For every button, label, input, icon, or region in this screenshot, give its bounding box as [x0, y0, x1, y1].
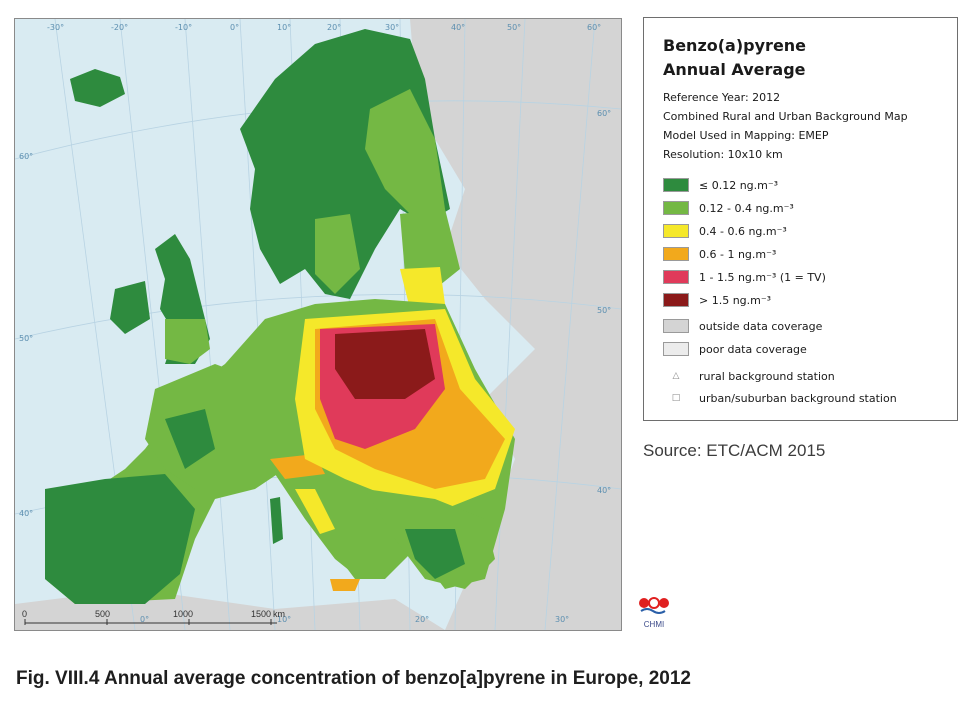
legend-class-label: 0.6 - 1 ng.m⁻³ [699, 247, 777, 261]
legend-swatch [663, 270, 689, 284]
legend-class-label: 0.4 - 0.6 ng.m⁻³ [699, 224, 787, 238]
lon-label: 20° [327, 23, 342, 32]
poland-darkred [335, 329, 435, 399]
legend-class-label: 1 - 1.5 ng.m⁻³ (1 = TV) [699, 270, 826, 284]
lon-label: 60° [587, 23, 602, 32]
legend-swatch [663, 293, 689, 307]
legend-swatch [663, 342, 689, 356]
lat-label: 50° [19, 334, 34, 343]
legend-subtitle: Annual Average [663, 60, 806, 79]
lat-label: 40° [597, 486, 612, 495]
scale-tick-label: 500 [95, 609, 111, 619]
legend-station-row: □ urban/suburban background station [663, 390, 897, 406]
legend-swatch [663, 247, 689, 261]
legend-class-row: ≤ 0.12 ng.m⁻³ [663, 177, 778, 193]
italy-yellow [295, 489, 335, 534]
scale-tick-label: 1500 [251, 609, 272, 619]
europe-map: -30° -20° -10° 0° 10° 20° 30° 40° 50° 60… [14, 18, 622, 631]
lon-label: 0° [230, 23, 240, 32]
legend-swatch [663, 319, 689, 333]
ireland-land [110, 281, 150, 334]
sicily [330, 579, 360, 591]
legend-panel: Benzo(a)pyrene Annual Average Reference … [643, 17, 958, 421]
chmi-logo-text: CHMI [643, 620, 665, 629]
balkans-dark [405, 529, 465, 579]
legend-class-row: 0.4 - 0.6 ng.m⁻³ [663, 223, 787, 239]
lon-label: 0° [140, 615, 150, 624]
corsica-sardinia [270, 497, 283, 544]
france-dark-patch [165, 409, 215, 469]
finland-sweden-light [365, 89, 445, 219]
legend-swatch [663, 178, 689, 192]
legend-meta-reference-year: Reference Year: 2012 [663, 91, 781, 104]
legend-title: Benzo(a)pyrene [663, 36, 807, 55]
triangle-icon: △ [672, 371, 680, 381]
lon-label: 20° [415, 615, 430, 624]
lon-label: 10° [277, 23, 292, 32]
legend-coverage-row: outside data coverage [663, 318, 822, 334]
chmi-logo-mark [639, 597, 669, 614]
legend-class-label: ≤ 0.12 ng.m⁻³ [699, 178, 779, 192]
iberia-land [45, 474, 195, 604]
legend-class-row: 1 - 1.5 ng.m⁻³ (1 = TV) [663, 269, 826, 285]
figure-caption: Fig. VIII.4 Annual average concentration… [16, 668, 692, 689]
scale-bar [24, 619, 277, 625]
map-canvas [15, 19, 621, 630]
legend-class-row: > 1.5 ng.m⁻³ [663, 292, 771, 308]
lon-label: -30° [47, 23, 65, 32]
legend-swatch [663, 224, 689, 238]
great-britain-south-light [165, 319, 210, 364]
legend-station-row: △ rural background station [663, 368, 835, 384]
lon-label: 50° [507, 23, 522, 32]
lon-label: -20° [111, 23, 129, 32]
lat-label: 40° [19, 509, 34, 518]
lon-label: 40° [451, 23, 466, 32]
sweden-south-light [315, 214, 360, 294]
lat-label: 60° [597, 109, 612, 118]
lon-label: 30° [385, 23, 400, 32]
legend-meta-map-type: Combined Rural and Urban Background Map [663, 110, 908, 123]
legend-station-label: urban/suburban background station [699, 391, 897, 405]
legend-class-label: 0.12 - 0.4 ng.m⁻³ [699, 201, 794, 215]
scale-tick-label: 1000 [173, 609, 194, 619]
square-icon: □ [671, 393, 681, 403]
legend-meta-resolution: Resolution: 10x10 km [663, 148, 783, 161]
legend-coverage-label: poor data coverage [699, 342, 807, 356]
legend-swatch [663, 201, 689, 215]
legend-coverage-row: poor data coverage [663, 341, 807, 357]
lon-label: 30° [555, 615, 570, 624]
scale-tick-label: 0 [22, 609, 28, 619]
lat-label: 50° [597, 306, 612, 315]
chmi-logo [636, 596, 672, 632]
legend-station-label: rural background station [699, 369, 835, 383]
lat-label: 60° [19, 152, 34, 161]
scale-unit-label: km [273, 609, 285, 619]
legend-class-row: 0.12 - 0.4 ng.m⁻³ [663, 200, 794, 216]
baltics-yellow [400, 267, 445, 309]
legend-class-label: > 1.5 ng.m⁻³ [699, 293, 772, 307]
source-text: Source: ETC/ACM 2015 [643, 441, 826, 460]
legend-meta-model: Model Used in Mapping: EMEP [663, 129, 829, 142]
lon-label: 10° [277, 615, 292, 624]
legend-coverage-label: outside data coverage [699, 319, 823, 333]
lon-label: -10° [175, 23, 193, 32]
legend-class-row: 0.6 - 1 ng.m⁻³ [663, 246, 776, 262]
iceland-land [70, 69, 125, 107]
